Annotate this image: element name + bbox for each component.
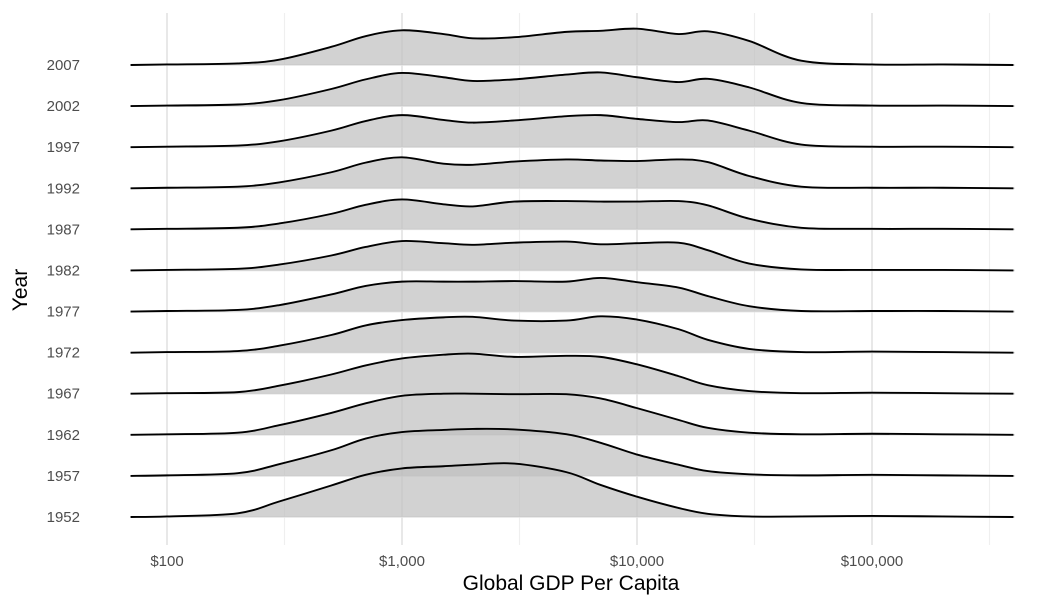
x-tick-label: $1,000 <box>379 553 425 570</box>
ridge-1997 <box>130 114 1014 149</box>
ridge-area-1987 <box>130 199 1014 230</box>
ridge-area-1952 <box>130 463 1014 517</box>
y-tick-label: 2002 <box>47 98 80 115</box>
ridge-line-1992 <box>130 156 1014 190</box>
ridge-1962 <box>130 392 1014 436</box>
ridge-1957 <box>130 427 1014 477</box>
y-tick-label: 1992 <box>47 180 80 197</box>
ridge-2007 <box>130 27 1014 66</box>
ridge-line-1982 <box>130 240 1014 272</box>
ridge-line-1957 <box>130 427 1014 477</box>
ridge-1982 <box>130 240 1014 272</box>
ridge-line-1962 <box>130 392 1014 436</box>
y-tick-label: 1972 <box>47 345 80 362</box>
ridge-line-1987 <box>130 198 1014 231</box>
x-tick-label: $100 <box>150 553 183 570</box>
ridge-line-2002 <box>130 71 1014 108</box>
ridge-area-1957 <box>130 428 1014 476</box>
ridge-line-1952 <box>130 462 1014 518</box>
ridge-area-1962 <box>130 393 1014 435</box>
ridge-area-2007 <box>130 28 1014 66</box>
y-tick-label: 1987 <box>47 221 80 238</box>
y-tick-label: 1982 <box>47 262 80 279</box>
ridge-1972 <box>130 315 1014 354</box>
ridge-line-1977 <box>130 276 1014 313</box>
ridge-1992 <box>130 156 1014 190</box>
ridge-area-1982 <box>130 240 1014 271</box>
x-tick-label: $100,000 <box>841 553 904 570</box>
ridge-line-1972 <box>130 315 1014 354</box>
y-tick-label: 1952 <box>47 509 80 526</box>
y-axis-title: Year <box>9 269 32 311</box>
ridge-1952 <box>130 462 1014 518</box>
ridge-area-1997 <box>130 114 1014 148</box>
y-tick-label: 1967 <box>47 386 80 403</box>
y-tick-label: 1997 <box>47 139 80 156</box>
ridge-1977 <box>130 276 1014 313</box>
ridge-line-2007 <box>130 27 1014 66</box>
ridge-2002 <box>130 71 1014 108</box>
ridge-line-1967 <box>130 352 1014 395</box>
ridge-1987 <box>130 198 1014 231</box>
y-tick-label: 2007 <box>47 57 80 74</box>
x-axis-title: Global GDP Per Capita <box>463 572 680 595</box>
y-tick-label: 1962 <box>47 427 80 444</box>
ridges <box>130 27 1014 518</box>
ridge-area-1972 <box>130 316 1014 353</box>
ridge-area-2002 <box>130 72 1014 107</box>
ridge-area-1977 <box>130 277 1014 312</box>
ridge-1967 <box>130 352 1014 395</box>
y-tick-labels: 1952 1957 1962 1967 1972 1977 1982 1987 1992 1997… <box>47 57 80 526</box>
ridge-line-1997 <box>130 114 1014 149</box>
ridge-area-1967 <box>130 353 1014 394</box>
x-tick-label: $10,000 <box>610 553 664 570</box>
y-tick-label: 1957 <box>47 468 80 485</box>
ridge-area-1992 <box>130 157 1014 189</box>
x-tick-labels: $100 $1,000 $10,000 $100,000 <box>150 553 903 570</box>
y-tick-label: 1977 <box>47 304 80 321</box>
